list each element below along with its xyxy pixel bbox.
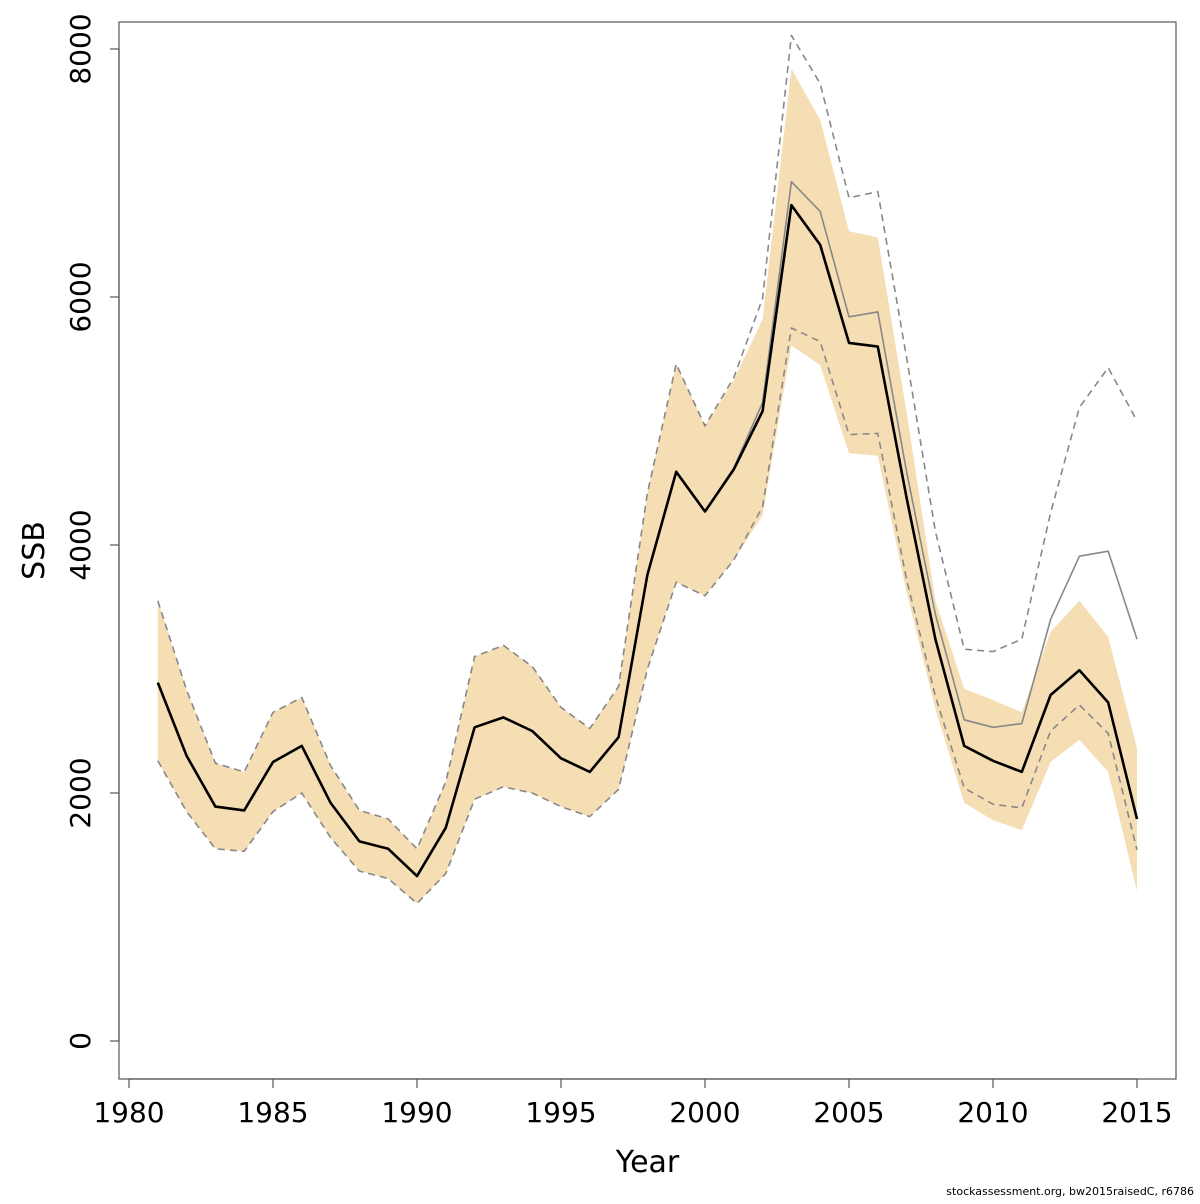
y-tick-label: 4000	[64, 509, 97, 580]
y-tick-label: 6000	[64, 261, 97, 332]
y-tick-label: 2000	[64, 757, 97, 828]
x-tick-label: 2000	[669, 1096, 740, 1129]
x-tick-label: 2005	[813, 1096, 884, 1129]
confidence-band-layer	[157, 68, 1138, 904]
y-axis-title: SSB	[17, 521, 52, 580]
series-line-layer	[156, 34, 1139, 905]
y-tick-label: 8000	[64, 13, 97, 84]
estimate-line	[156, 203, 1139, 878]
x-tick-label: 2015	[1101, 1096, 1172, 1129]
confidence-band-0	[157, 68, 1138, 904]
alternate-lower-line	[157, 327, 1138, 905]
x-axis-title: Year	[615, 1145, 680, 1180]
x-tick-label: 1985	[237, 1096, 308, 1129]
y-tick-label: 0	[64, 1032, 97, 1050]
x-tick-label: 1990	[381, 1096, 452, 1129]
x-tick-label: 1980	[93, 1096, 164, 1129]
x-tick-label: 2010	[957, 1096, 1028, 1129]
x-tick-label: 1995	[525, 1096, 596, 1129]
y-axis: 0 2000 4000 6000 8000	[64, 13, 120, 1050]
chart-footnote: stockassessment.org, bw2015raisedC, r678…	[946, 1185, 1194, 1198]
x-axis: 1980 1985 1990 1995 2000 2005 2010 2015	[93, 1078, 1173, 1129]
alternate-upper-line	[157, 34, 1138, 850]
